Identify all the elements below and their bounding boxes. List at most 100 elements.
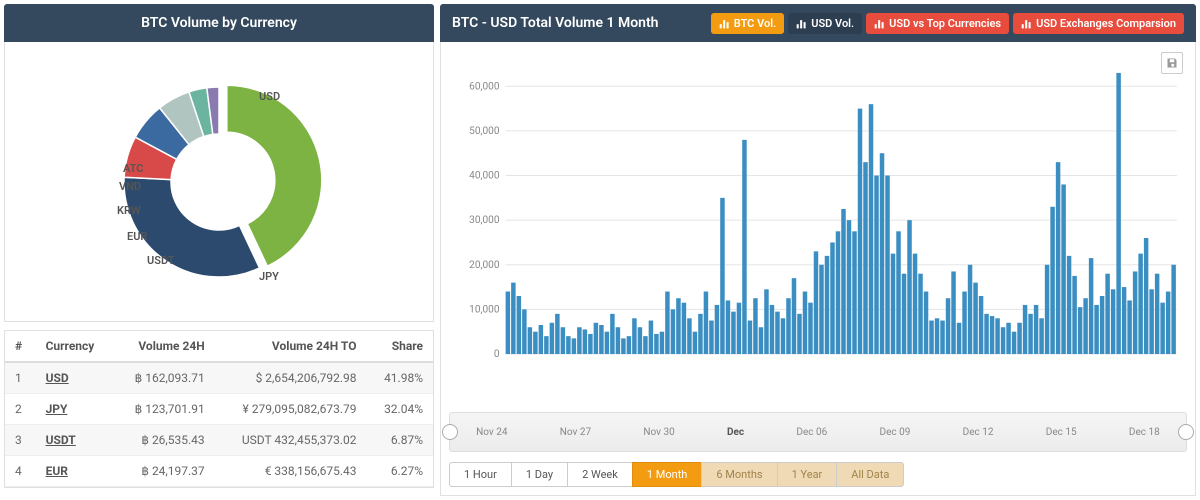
volume-bar[interactable] [841, 209, 845, 354]
usd-exchanges-button[interactable]: USD Exchanges Comparsion [1013, 13, 1184, 34]
volume-bar[interactable] [929, 321, 933, 354]
volume-bar[interactable] [775, 312, 779, 354]
col-header[interactable]: # [5, 331, 36, 362]
volume-bar[interactable] [1012, 332, 1016, 354]
volume-bar[interactable] [847, 220, 851, 354]
volume-bar[interactable] [907, 220, 911, 354]
volume-bar[interactable] [979, 296, 983, 354]
volume-bar[interactable] [797, 314, 801, 354]
volume-bar[interactable] [709, 321, 713, 354]
volume-bar[interactable] [968, 265, 972, 354]
volume-bar[interactable] [808, 303, 812, 354]
volume-bar[interactable] [819, 265, 823, 354]
volume-bar[interactable] [632, 318, 636, 354]
volume-bar[interactable] [957, 323, 961, 354]
volume-bar[interactable] [990, 316, 994, 354]
volume-bar[interactable] [1034, 305, 1038, 354]
volume-bar[interactable] [748, 321, 752, 354]
volume-bar[interactable] [792, 278, 796, 354]
volume-bar[interactable] [781, 318, 785, 354]
volume-bar[interactable] [836, 231, 840, 354]
volume-bar[interactable] [902, 274, 906, 354]
volume-bar[interactable] [517, 296, 521, 354]
volume-bar[interactable] [588, 334, 592, 354]
volume-bar[interactable] [1056, 162, 1060, 354]
volume-bar[interactable] [858, 109, 862, 354]
volume-bar[interactable] [720, 198, 724, 354]
volume-bar[interactable] [742, 140, 746, 354]
volume-bar[interactable] [649, 321, 653, 354]
volume-bar[interactable] [737, 303, 741, 354]
volume-bar[interactable] [874, 176, 878, 354]
volume-bar[interactable] [940, 321, 944, 354]
volume-bar[interactable] [643, 336, 647, 354]
volume-bar[interactable] [555, 314, 559, 354]
volume-bar[interactable] [533, 332, 537, 354]
volume-bar[interactable] [1039, 318, 1043, 354]
volume-bar[interactable] [594, 323, 598, 354]
volume-bar[interactable] [561, 327, 565, 354]
volume-bar[interactable] [731, 312, 735, 354]
volume-bar[interactable] [566, 336, 570, 354]
volume-bar[interactable] [1105, 274, 1109, 354]
currency-link[interactable]: USD [46, 371, 69, 385]
volume-bar[interactable] [770, 305, 774, 354]
volume-bar[interactable] [511, 283, 515, 354]
volume-bar[interactable] [885, 176, 889, 354]
volume-bar[interactable] [687, 318, 691, 354]
volume-bar[interactable] [671, 309, 675, 354]
volume-bar[interactable] [1122, 287, 1126, 354]
volume-bar[interactable] [1133, 271, 1137, 354]
volume-bar[interactable] [506, 292, 510, 354]
volume-bar[interactable] [610, 314, 614, 354]
col-header[interactable]: Volume 24H TO [215, 331, 367, 362]
volume-bar[interactable] [1094, 305, 1098, 354]
volume-bar[interactable] [1006, 323, 1010, 354]
volume-bar[interactable] [1171, 265, 1175, 354]
volume-bar[interactable] [660, 332, 664, 354]
volume-bar[interactable] [1138, 254, 1142, 354]
volume-bar[interactable] [1078, 307, 1082, 354]
volume-bar[interactable] [1028, 314, 1032, 354]
scrubber-handle-right[interactable] [1178, 424, 1194, 440]
volume-bar[interactable] [1160, 303, 1164, 354]
volume-bar[interactable] [896, 231, 900, 354]
volume-bar[interactable] [1127, 300, 1131, 354]
volume-bar[interactable] [698, 314, 702, 354]
usd-vs-top-button[interactable]: USD vs Top Currencies [866, 13, 1009, 34]
volume-bar[interactable] [973, 283, 977, 354]
volume-bar[interactable] [1001, 327, 1005, 354]
volume-bar[interactable] [962, 292, 966, 354]
volume-bar[interactable] [891, 254, 895, 354]
volume-bar[interactable] [616, 327, 620, 354]
volume-bar[interactable] [1067, 256, 1071, 354]
currency-link[interactable]: USDT [46, 433, 76, 447]
volume-bar[interactable] [946, 298, 950, 354]
volume-bar[interactable] [863, 162, 867, 354]
volume-bar[interactable] [918, 274, 922, 354]
volume-bar[interactable] [1144, 238, 1148, 354]
volume-bar[interactable] [621, 338, 625, 354]
volume-bar[interactable] [522, 309, 526, 354]
volume-bar[interactable] [544, 336, 548, 354]
volume-bar[interactable] [528, 327, 532, 354]
volume-bar[interactable] [1116, 73, 1120, 354]
btc-vol-button[interactable]: BTC Vol. [711, 13, 784, 34]
volume-bar[interactable] [995, 318, 999, 354]
time-tab-2-week[interactable]: 2 Week [567, 462, 632, 487]
donut-slice-jpy[interactable] [124, 177, 260, 277]
volume-bar[interactable] [550, 323, 554, 354]
volume-bar[interactable] [577, 327, 581, 354]
volume-bar[interactable] [1023, 305, 1027, 354]
time-tab-1-hour[interactable]: 1 Hour [449, 462, 511, 487]
volume-bar[interactable] [935, 318, 939, 354]
volume-bar[interactable] [693, 332, 697, 354]
volume-bar[interactable] [599, 325, 603, 354]
volume-bar[interactable] [682, 303, 686, 354]
volume-bar[interactable] [1045, 265, 1049, 354]
volume-bar[interactable] [814, 251, 818, 354]
volume-bar[interactable] [704, 292, 708, 354]
volume-bar[interactable] [1017, 323, 1021, 354]
col-header[interactable]: Volume 24H [113, 331, 215, 362]
time-scrubber[interactable]: Nov 24Nov 27Nov 30DecDec 06Dec 09Dec 12D… [449, 412, 1187, 452]
